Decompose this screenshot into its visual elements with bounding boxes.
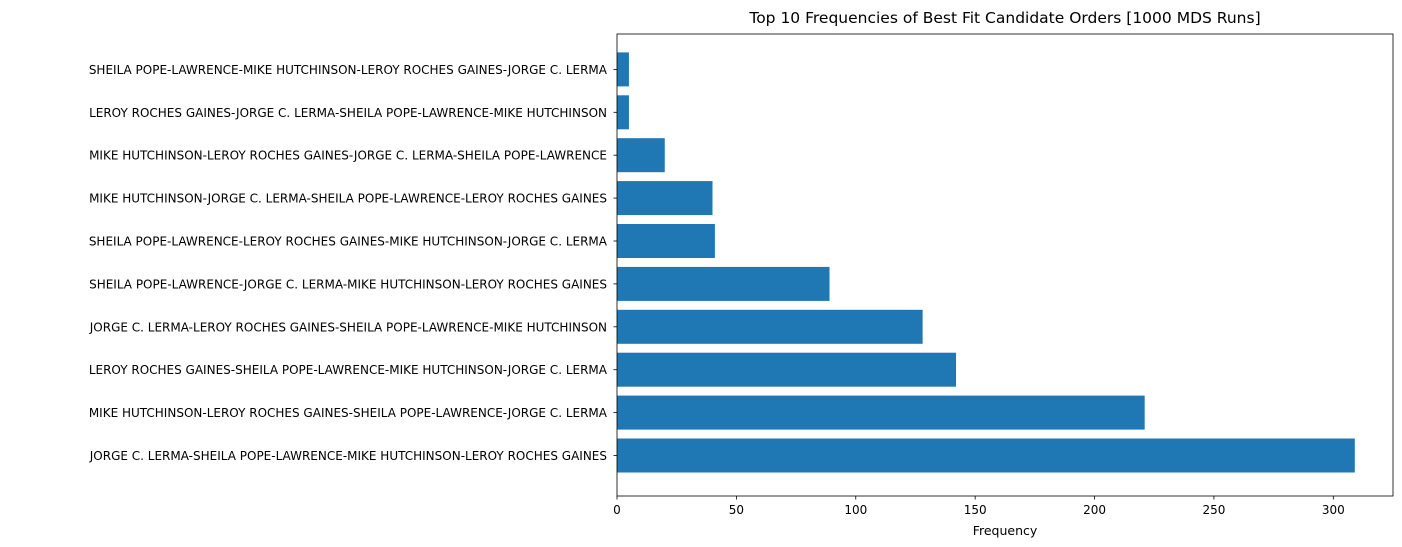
bar: [617, 438, 1355, 473]
bar: [617, 95, 629, 130]
x-tick-label: 250: [1202, 503, 1225, 517]
bar: [617, 352, 957, 387]
y-tick-label: MIKE HUTCHINSON-LEROY ROCHES GAINES-JORG…: [89, 149, 607, 163]
y-tick-label: MIKE HUTCHINSON-LEROY ROCHES GAINES-SHEI…: [89, 406, 608, 420]
y-tick-label: JORGE C. LERMA-LEROY ROCHES GAINES-SHEIL…: [89, 320, 607, 334]
bar: [617, 181, 713, 216]
bar: [617, 309, 923, 344]
y-tick-label: LEROY ROCHES GAINES-JORGE C. LERMA-SHEIL…: [89, 106, 607, 120]
bar: [617, 266, 830, 301]
x-tick-label: 0: [613, 503, 621, 517]
y-tick-label: LEROY ROCHES GAINES-SHEILA POPE-LAWRENCE…: [89, 363, 608, 377]
x-tick-label: 50: [729, 503, 744, 517]
x-axis-ticks: 0 50 100 150 200 250 300: [613, 496, 1345, 517]
chart-title: Top 10 Frequencies of Best Fit Candidate…: [748, 9, 1260, 27]
x-tick-label: 100: [844, 503, 867, 517]
bar: [617, 395, 1145, 430]
bar: [617, 52, 629, 87]
x-tick-label: 300: [1322, 503, 1345, 517]
bar: [617, 138, 665, 173]
bar: [617, 224, 715, 258]
x-tick-label: 200: [1083, 503, 1106, 517]
y-axis-ticks: JORGE C. LERMA-SHEILA POPE-LAWRENCE-MIKE…: [89, 63, 617, 463]
bars: [617, 52, 1355, 473]
y-tick-label: SHEILA POPE-LAWRENCE-JORGE C. LERMA-MIKE…: [89, 277, 607, 291]
x-axis-label: Frequency: [973, 523, 1038, 538]
x-tick-label: 150: [964, 503, 987, 517]
y-tick-label: SHEILA POPE-LAWRENCE-LEROY ROCHES GAINES…: [89, 235, 608, 249]
y-tick-label: SHEILA POPE-LAWRENCE-MIKE HUTCHINSON-LER…: [89, 63, 608, 77]
plot-frame: [616, 33, 1394, 497]
y-tick-label: JORGE C. LERMA-SHEILA POPE-LAWRENCE-MIKE…: [89, 449, 607, 463]
y-tick-label: MIKE HUTCHINSON-JORGE C. LERMA-SHEILA PO…: [89, 192, 607, 206]
